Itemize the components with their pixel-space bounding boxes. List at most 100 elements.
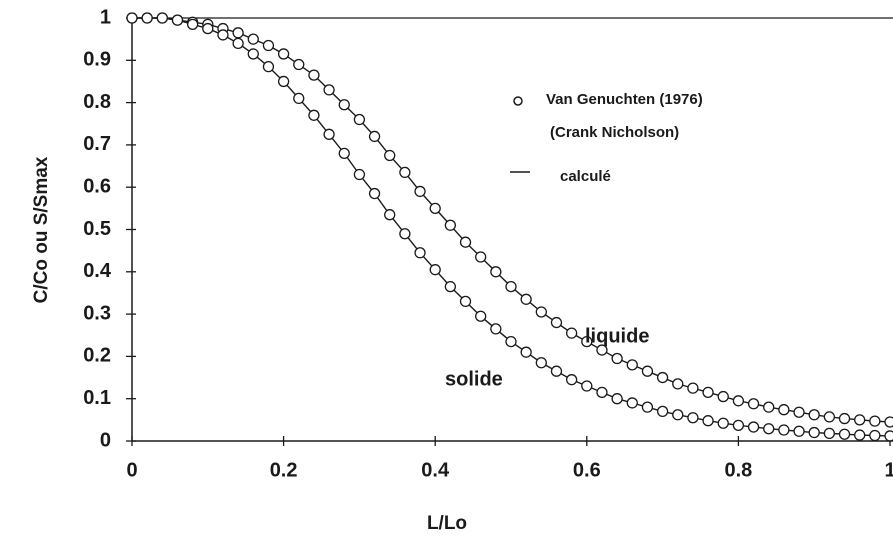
data-point: [687, 412, 699, 424]
y-tick-label: 0.9: [83, 49, 111, 71]
data-point: [869, 415, 881, 427]
data-point: [672, 409, 684, 421]
data-point: [126, 12, 138, 24]
data-point: [262, 39, 275, 52]
data-point: [475, 310, 487, 322]
data-point: [308, 69, 320, 81]
data-point: [565, 374, 578, 386]
x-tick-label: 1: [884, 459, 893, 481]
data-point: [550, 316, 563, 329]
data-point: [565, 327, 578, 339]
x-tick-label: 0.6: [573, 459, 601, 481]
series-label: liquide: [585, 325, 649, 347]
data-point: [444, 280, 457, 293]
y-tick-label: 1: [100, 6, 111, 28]
data-point: [808, 409, 820, 421]
data-point: [823, 427, 836, 440]
data-point: [368, 130, 381, 143]
data-point: [202, 22, 214, 35]
data-point: [732, 419, 745, 431]
data-point: [672, 378, 684, 390]
data-point: [656, 405, 669, 418]
x-tick-label: 0.8: [724, 459, 752, 481]
data-point: [232, 37, 244, 50]
data-point: [186, 18, 199, 30]
x-tick-label: 0: [126, 459, 137, 481]
data-point: [262, 60, 275, 73]
data-point: [338, 147, 350, 160]
x-tick-label: 0.4: [421, 459, 450, 481]
data-point: [277, 48, 290, 60]
data-point: [277, 75, 290, 88]
data-point: [808, 426, 820, 439]
data-point: [323, 84, 335, 96]
data-point: [414, 185, 426, 198]
legend-label: calculé: [560, 168, 611, 185]
data-point: [884, 416, 893, 428]
data-point: [520, 346, 532, 358]
data-point: [702, 386, 714, 399]
data-point: [626, 359, 638, 371]
data-point: [778, 424, 790, 436]
data-point: [399, 166, 411, 179]
data-point: [490, 266, 502, 278]
y-axis-title: C/Co ou S/Smax: [31, 156, 52, 303]
data-point: [641, 365, 654, 377]
data-point: [353, 168, 366, 181]
data-point: [732, 395, 745, 407]
data-point: [702, 415, 714, 427]
data-point: [399, 228, 411, 240]
data-point: [384, 209, 396, 221]
x-tick-label: 0.2: [270, 459, 298, 481]
y-tick-label: 0.7: [83, 133, 111, 155]
data-point: [293, 58, 305, 71]
data-point: [793, 425, 805, 437]
data-point: [308, 109, 320, 121]
x-axis-title: L/Lo: [427, 513, 467, 534]
data-point: [323, 128, 335, 140]
data-point: [505, 280, 517, 293]
data-point: [171, 14, 184, 26]
y-tick-label: 0.6: [83, 175, 111, 197]
data-point: [581, 380, 593, 392]
data-point: [414, 247, 426, 259]
data-point: [838, 412, 851, 425]
legend-marker: [513, 96, 523, 106]
data-point: [717, 417, 729, 429]
data-point: [444, 219, 457, 231]
data-point: [429, 264, 441, 276]
data-point: [793, 406, 805, 418]
data-point: [217, 29, 229, 41]
data-point: [429, 202, 441, 215]
data-point: [550, 365, 563, 377]
data-point: [505, 335, 517, 348]
data-point: [747, 398, 760, 410]
series-line: [132, 17, 891, 423]
data-point: [535, 306, 547, 318]
data-point: [656, 371, 669, 384]
data-point: [717, 390, 729, 403]
data-point: [475, 251, 487, 263]
data-point: [247, 48, 259, 60]
data-point: [141, 12, 153, 24]
data-point: [838, 428, 851, 440]
y-tick-label: 0.1: [83, 387, 111, 409]
data-point: [687, 382, 699, 394]
data-point: [823, 411, 836, 423]
y-tick-label: 0.4: [83, 260, 112, 282]
data-point: [520, 293, 532, 305]
series-line: [132, 17, 891, 437]
data-point: [854, 414, 866, 426]
data-point: [747, 421, 760, 433]
data-point: [869, 429, 881, 442]
data-point: [247, 33, 259, 45]
data-point: [338, 99, 350, 111]
data-point: [459, 236, 472, 248]
data-point: [854, 429, 866, 441]
data-point: [763, 423, 775, 435]
y-tick-label: 0.8: [83, 91, 111, 113]
data-point: [596, 386, 608, 399]
data-point: [384, 149, 396, 162]
data-point: [611, 352, 623, 365]
